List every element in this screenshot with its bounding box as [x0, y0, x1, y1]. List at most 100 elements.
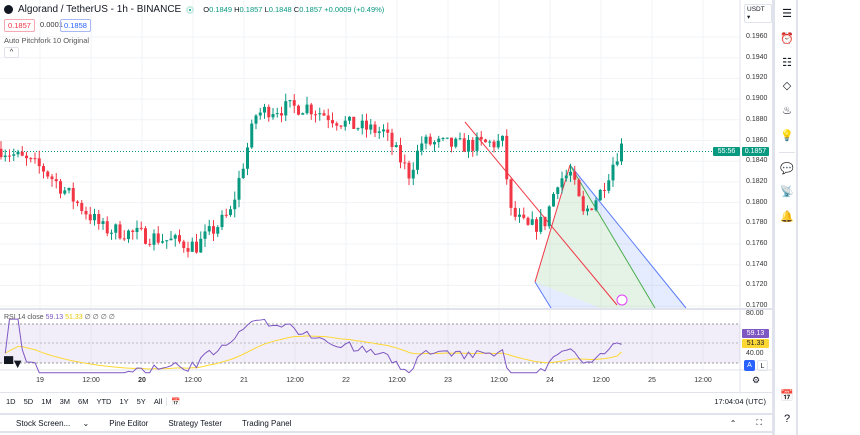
tf-5y[interactable]: 5Y [136, 396, 146, 406]
candle-body [8, 155, 11, 157]
candle-body [590, 208, 594, 210]
candle-body [318, 113, 322, 115]
candle-body [233, 199, 237, 210]
candle-body [492, 141, 496, 148]
time-axis-label: 12:00 [490, 377, 508, 384]
goto-date-icon[interactable]: 📅 [166, 396, 184, 406]
currency-select[interactable]: USDT ▾ [744, 4, 772, 23]
auto-scale-button[interactable]: A [744, 360, 755, 371]
candle-body [118, 224, 122, 239]
time-axis-label: 12:00 [694, 377, 712, 384]
candle-body [424, 136, 428, 144]
candle-body [161, 241, 164, 243]
candle-body [615, 161, 619, 165]
candle-body [122, 238, 126, 240]
pitchfork-line [569, 164, 656, 309]
last-price-tag: 0.1857 [742, 147, 769, 156]
layers-icon[interactable]: ◇ [782, 80, 792, 92]
candle-body [314, 114, 317, 116]
log-scale-button[interactable]: L [757, 360, 768, 371]
time-axis-label: 12:00 [184, 377, 202, 384]
candle-body [305, 104, 309, 114]
ideas-lightbulb-icon[interactable]: 💡 [780, 130, 794, 142]
candle-body [152, 233, 156, 245]
candle-body [335, 123, 339, 126]
pitchfork-line [534, 164, 571, 283]
candle-body [437, 138, 441, 143]
candle-body [526, 217, 530, 225]
tab-strategy-tester[interactable]: Strategy Tester [168, 418, 222, 428]
candle-body [263, 106, 266, 113]
clock[interactable]: 17:04:04 (UTC) [714, 396, 766, 406]
candle-body [501, 135, 504, 141]
candle-body [212, 226, 215, 234]
indicator-label[interactable]: Auto Pitchfork 10 Original [4, 36, 90, 45]
candle-body [297, 105, 300, 115]
watchlist-icon[interactable]: ☰ [782, 8, 792, 20]
candle-body [399, 145, 402, 163]
tradingview-logo-icon: ▀▼ [4, 356, 24, 371]
expand-panel-icon[interactable]: ⌃ [729, 418, 737, 428]
candle-body [275, 113, 279, 115]
candle-body [620, 143, 623, 162]
alerts-bell-icon[interactable]: 🔔 [780, 211, 794, 223]
candle-body [105, 221, 109, 234]
time-axis-label: 21 [240, 377, 248, 384]
tf-1d[interactable]: 1D [6, 396, 16, 406]
time-axis-label: 25 [648, 377, 656, 384]
time-axis-label: 12:00 [286, 377, 304, 384]
calendar-icon[interactable]: 📅 [780, 390, 794, 402]
rsi-legend[interactable]: RSI 14 close 59.13 51.33 ∅ ∅ ∅ ∅ [4, 314, 115, 321]
candle-body [530, 219, 534, 225]
tab-pine-editor[interactable]: Pine Editor [109, 418, 149, 428]
candle-body [216, 227, 220, 234]
settings-icon[interactable]: ⚙ [752, 375, 761, 385]
time-axis-label: 12:00 [388, 377, 406, 384]
tf-1m[interactable]: 1M [41, 396, 52, 406]
candle-body [484, 139, 487, 143]
tab-stock-screener[interactable]: Stock Screen... ⌄ [16, 418, 90, 428]
candle-body [445, 137, 449, 139]
tf-1y[interactable]: 1Y [119, 396, 129, 406]
chart-canvas[interactable] [0, 0, 772, 392]
buy-button[interactable]: 0.1858 [60, 19, 91, 32]
chat-icon[interactable]: 💬 [780, 163, 794, 175]
tab-trading-panel[interactable]: Trading Panel [241, 418, 292, 428]
candle-body [471, 139, 475, 151]
candle-body [390, 132, 394, 148]
price-axis-label: 0.1820 [746, 177, 768, 185]
rsi-value-tag: 59.13 [742, 329, 769, 338]
candle-body [135, 227, 139, 233]
time-axis-label: 20 [138, 377, 146, 384]
hotlist-flame-icon[interactable]: ♨ [782, 105, 792, 117]
candle-body [280, 113, 283, 116]
candle-body [475, 136, 479, 151]
tf-all[interactable]: All [153, 396, 163, 406]
tf-3m[interactable]: 3M [59, 396, 71, 406]
time-axis-label: 23 [444, 377, 452, 384]
candle-body [80, 202, 84, 211]
candle-body [25, 155, 28, 159]
candle-body [301, 113, 305, 115]
candle-body [352, 116, 356, 129]
sell-button[interactable]: 0.1857 [4, 19, 35, 32]
tf-5d[interactable]: 5D [23, 396, 34, 406]
candle-body [267, 106, 271, 118]
collapse-indicators-button[interactable]: ^ [4, 47, 19, 58]
symbol-title[interactable]: Algorand / TetherUS - 1h - BINANCE [18, 4, 182, 15]
time-axis-label: 12:00 [592, 377, 610, 384]
candle-body [46, 171, 50, 177]
candle-body [224, 214, 228, 216]
candle-body [29, 158, 33, 160]
help-icon[interactable]: ? [783, 413, 791, 425]
streams-icon[interactable]: 📡 [780, 186, 794, 198]
maximize-icon[interactable]: ⛶ [756, 418, 762, 427]
alarm-clock-icon[interactable]: ⏰ [780, 33, 794, 45]
candle-body [0, 148, 3, 158]
chart-area[interactable]: Algorand / TetherUS - 1h - BINANCE O0.18… [0, 0, 772, 392]
rsi-lower-label: 40.00 [746, 350, 764, 357]
tf-ytd[interactable]: YTD [96, 396, 112, 406]
add-list-icon[interactable]: ☷ [782, 57, 792, 69]
candle-body [101, 221, 105, 224]
tf-6m[interactable]: 6M [78, 396, 89, 406]
